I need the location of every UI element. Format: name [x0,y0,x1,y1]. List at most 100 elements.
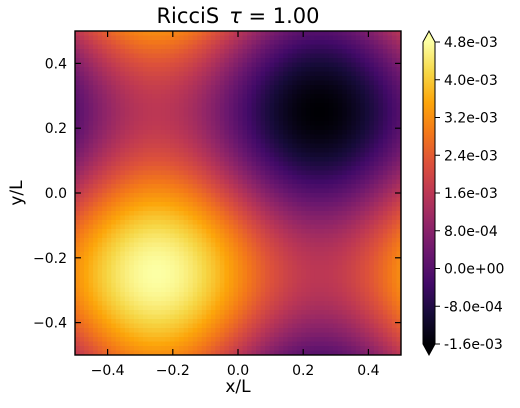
heatmap-cell [133,274,139,280]
heatmap-cell [360,98,366,104]
heatmap-cell [210,305,216,311]
heatmap-cell [115,62,121,68]
heatmap-cell [224,161,230,167]
heatmap-cell [391,319,398,325]
heatmap-cell [269,283,275,289]
heatmap-cell [247,76,253,82]
heatmap-cell [278,44,284,50]
heatmap-cell [142,143,149,149]
heatmap-cell [369,175,375,181]
heatmap-cell [129,229,135,235]
heatmap-cell [201,319,207,325]
heatmap-cell [396,319,401,325]
heatmap-cell [124,215,130,221]
heatmap-cell [256,274,262,280]
heatmap-cell [156,305,162,311]
heatmap-cell [360,94,366,100]
heatmap-cell [106,116,112,122]
heatmap-cell [251,62,257,68]
heatmap-cell [142,94,149,100]
heatmap-cell [296,238,302,244]
heatmap-cell [93,125,99,131]
heatmap-cell [170,215,176,221]
heatmap-cell [124,67,130,73]
heatmap-cell [219,85,226,91]
heatmap-cell [292,184,298,190]
heatmap-cell [142,310,149,316]
heatmap-cell [292,197,298,203]
heatmap-cell [138,188,144,194]
heatmap-cell [201,148,207,154]
heatmap-cell [251,40,257,46]
heatmap-cell [138,53,144,59]
heatmap-cell [165,301,171,307]
heatmap-cell [133,85,139,91]
heatmap-cell [274,328,280,334]
heatmap-cell [396,107,401,113]
heatmap-cell [256,211,262,217]
heatmap-cell [233,85,239,91]
heatmap-cell [256,287,262,293]
heatmap-cell [369,148,375,154]
heatmap-cell [360,62,366,68]
heatmap-cell [197,161,203,167]
heatmap-cell [151,103,158,109]
heatmap-cell [260,130,266,136]
heatmap-cell [215,211,221,217]
heatmap-cell [84,53,90,59]
heatmap-cell [115,116,121,122]
heatmap-cell [201,251,207,257]
heatmap-cell [301,323,307,329]
heatmap-cell [296,296,302,302]
heatmap-cell [364,328,370,334]
heatmap-cell [256,85,262,91]
heatmap-cell [124,269,130,275]
heatmap-cell [305,71,312,77]
heatmap-cell [183,233,189,239]
heatmap-cell [319,265,325,271]
heatmap-cell [115,310,121,316]
heatmap-cell [161,116,167,122]
heatmap-cell [151,319,158,325]
heatmap-cell [278,220,284,226]
heatmap-cell [260,310,266,316]
heatmap-cell [142,260,149,266]
heatmap-cell [351,220,357,226]
heatmap-cell [265,31,271,37]
heatmap-cell [215,143,221,149]
heatmap-cell [111,319,117,325]
heatmap-cell [364,224,370,230]
heatmap-cell [351,76,357,82]
heatmap-cell [228,157,235,163]
heatmap-cell [369,58,375,64]
heatmap-cell [106,35,112,41]
heatmap-cell [287,256,293,262]
heatmap-cell [314,58,321,64]
heatmap-cell [161,220,167,226]
heatmap-cell [79,53,85,59]
heatmap-cell [238,80,244,86]
heatmap-cell [188,233,194,239]
heatmap-cell [387,71,393,77]
heatmap-cell [133,107,139,113]
heatmap-cell [355,67,361,73]
heatmap-cell [219,103,226,109]
heatmap-cell [156,170,162,176]
heatmap-cell [391,148,398,154]
heatmap-cell [215,125,221,131]
heatmap-cell [188,269,194,275]
heatmap-cell [84,152,90,158]
heatmap-cell [242,116,248,122]
heatmap-cell [324,319,330,325]
heatmap-cell [333,125,339,131]
heatmap-cell [287,31,293,37]
heatmap-cell [156,193,162,199]
heatmap-cell [147,323,153,329]
heatmap-cell [165,193,171,199]
heatmap-cell [247,139,253,145]
heatmap-cell [179,116,185,122]
heatmap-cell [247,197,253,203]
heatmap-cell [256,125,262,131]
heatmap-cell [165,242,171,248]
heatmap-cell [328,319,334,325]
